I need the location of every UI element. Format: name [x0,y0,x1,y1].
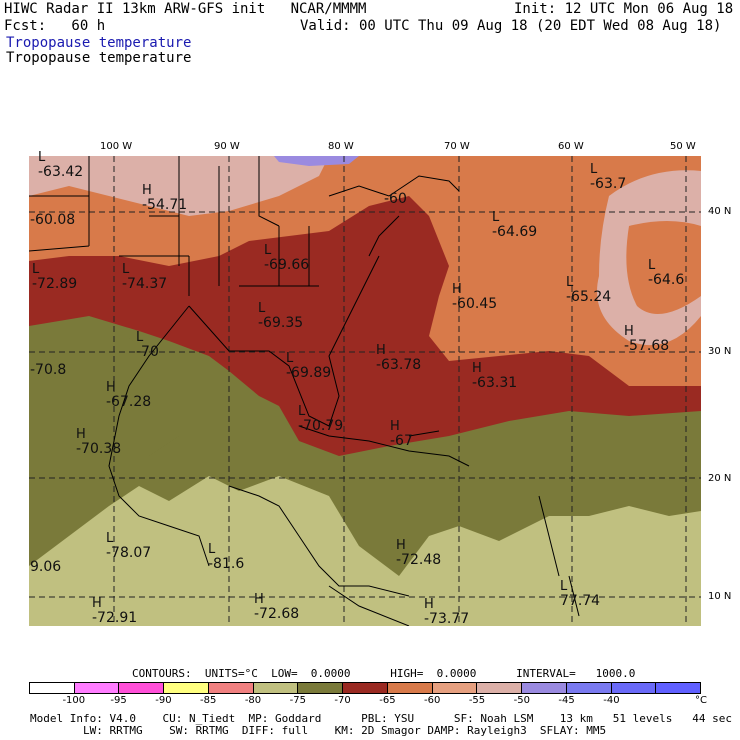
map-marker: L -69.66 [264,243,310,273]
model-info-line1: Model Info: V4.0 CU: N_Tiedt MP: Goddard… [30,712,732,725]
scale-swatch [164,683,209,693]
scale-tick-label: -45 [558,695,575,706]
map-marker: H -60.45 [452,282,498,312]
tropopause-temperature-map [29,156,701,626]
map-marker: H -63.31 [472,361,518,391]
scale-swatch [611,683,657,693]
lon-label: 60 W [558,141,584,152]
map-marker: H -67 [390,419,413,449]
scale-swatch [387,683,433,693]
scale-swatch [253,683,299,693]
scale-tick-label: -65 [379,695,396,706]
scale-swatch [522,683,567,693]
map-marker: H -54.71 [142,183,188,213]
lon-label: 80 W [328,141,354,152]
field-name-black: Tropopause temperature [6,50,192,66]
scale-tick-label: -40 [603,695,620,706]
map-marker: L -74.37 [122,262,168,292]
scale-swatch [566,683,612,693]
scale-tick-label: -85 [200,695,217,706]
init-time: Init: 12 UTC Mon 06 Aug 18 [514,1,734,17]
lon-label: 90 W [214,141,240,152]
scale-tick-label: -50 [513,695,530,706]
map-marker: H -72.68 [254,592,300,622]
scale-unit: °C [695,695,707,706]
map-marker: H -67.28 [106,380,152,410]
scale-tick-label: -100 [62,695,86,706]
map-marker: L -69.35 [258,301,304,331]
map-marker: L -69.89 [286,351,332,381]
scale-tick-label: -55 [468,695,486,706]
map-marker: L -70.79 [298,404,344,434]
map-marker: H -72.91 [92,596,138,626]
map-marker: -60 [384,191,407,207]
lon-label: 70 W [444,141,470,152]
scale-swatch [343,683,388,693]
scale-tick-label: -95 [110,695,127,706]
header-title: HIWC Radar II 13km ARW-GFS init NCAR/MMM… [4,1,367,17]
scale-swatch [298,683,344,693]
scale-tick-label: -75 [289,695,306,706]
color-scale [29,682,701,694]
scale-swatch [432,683,478,693]
map-marker: -60.08 [30,212,76,228]
map-marker: L -81.6 [208,542,245,572]
lat-label: 20 N [708,473,732,484]
contours-info: CONTOURS: UNITS=°C LOW= 0.0000 HIGH= 0.0… [132,667,636,680]
map-marker: L -63.42 [38,150,84,180]
map-marker: 9.06 [30,559,62,575]
lon-label: 50 W [670,141,696,152]
map-marker: H -70.38 [76,427,122,457]
forecast-hour: Fcst: 60 h [4,18,106,34]
scale-swatch [30,683,75,693]
lat-label: 30 N [708,346,732,357]
scale-swatch [208,683,254,693]
scale-tick-label: -90 [155,695,172,706]
map-marker: L -70 [136,330,159,360]
map-marker: H -73.77 [424,597,470,627]
scale-tick-label: -60 [424,695,441,706]
map-marker: H -57.68 [624,324,670,354]
map-marker: L -64.6 [648,258,685,288]
field-name-blue: Tropopause temperature [6,35,192,51]
map-marker: L 77.74 [560,579,601,609]
model-info-line2: LW: RRTMG SW: RRTMG DIFF: full KM: 2D Sm… [30,724,607,737]
map-marker: L -63.7 [590,162,627,192]
valid-time: Valid: 00 UTC Thu 09 Aug 18 (20 EDT Wed … [300,18,722,34]
scale-swatch [656,683,701,693]
map-marker: -70.8 [30,362,67,378]
scale-swatch [119,683,165,693]
scale-tick-label: -70 [334,695,351,706]
lat-label: 40 N [708,206,732,217]
khaki-field [29,476,701,626]
graticule [29,156,701,626]
map-marker: L -72.89 [32,262,78,292]
map-marker: L -78.07 [106,531,152,561]
map-marker: L -64.69 [492,210,538,240]
coastlines [29,156,580,626]
lon-label: 100 W [100,141,133,152]
scale-tick-label: -80 [244,695,262,706]
map-marker: L -65.24 [566,275,612,305]
lat-label: 10 N [708,591,732,602]
map-marker: H -72.48 [396,538,442,568]
map-marker: H -63.78 [376,343,422,373]
scale-swatch [74,683,120,693]
purple-patch [274,156,359,166]
scale-swatch [477,683,523,693]
